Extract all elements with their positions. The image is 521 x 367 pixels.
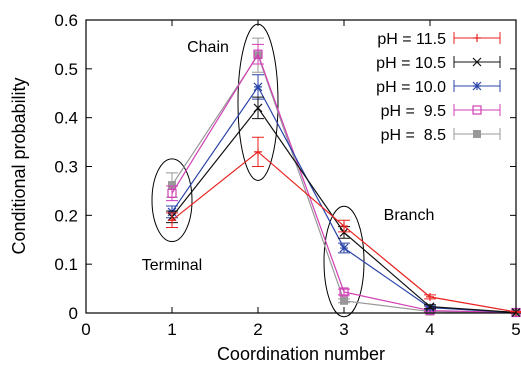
data-point bbox=[253, 103, 263, 113]
plot-frame bbox=[85, 19, 517, 314]
data-point bbox=[339, 243, 349, 253]
series-2 bbox=[166, 74, 521, 317]
legend-swatch-marker bbox=[473, 130, 481, 138]
series-line bbox=[171, 85, 517, 314]
data-point bbox=[340, 296, 348, 305]
series-3 bbox=[166, 43, 521, 318]
group-ellipse bbox=[237, 23, 279, 181]
x-tick-label: 2 bbox=[253, 320, 262, 339]
legend-swatch-marker bbox=[472, 81, 482, 91]
data-point bbox=[168, 181, 176, 190]
legend-label: pH = 9.5 bbox=[381, 103, 446, 120]
y-tick-label: 0.2 bbox=[54, 206, 78, 225]
legend-swatch-marker bbox=[472, 105, 482, 115]
annotation-chain: Chain bbox=[187, 39, 229, 56]
series-4 bbox=[166, 37, 521, 317]
y-tick-label: 0.6 bbox=[54, 11, 78, 30]
data-point bbox=[168, 216, 176, 225]
legend-label: pH = 10.5 bbox=[376, 55, 446, 72]
y-tick-label: 0 bbox=[69, 304, 78, 323]
annotation-terminal: Terminal bbox=[142, 257, 202, 274]
legend-item: pH = 10.5 bbox=[376, 55, 501, 72]
legend-item: pH = 8.5 bbox=[381, 127, 501, 144]
legend-item: pH = 10.0 bbox=[376, 79, 501, 96]
legend-item: pH = 9.5 bbox=[381, 103, 501, 120]
error-bar bbox=[166, 185, 178, 202]
series-1 bbox=[166, 96, 521, 317]
series-0 bbox=[166, 136, 521, 317]
annotation-branch: Branch bbox=[384, 207, 435, 224]
data-point bbox=[339, 287, 349, 297]
x-tick-label: 1 bbox=[167, 320, 176, 339]
x-tick-label: 3 bbox=[339, 320, 348, 339]
y-tick-label: 0.4 bbox=[54, 109, 78, 128]
y-tick-label: 0.3 bbox=[54, 158, 78, 177]
x-tick-label: 5 bbox=[511, 320, 520, 339]
data-point bbox=[253, 49, 263, 59]
data-point bbox=[254, 147, 262, 156]
annotation-layer: Terminal Chain Branch bbox=[142, 39, 435, 274]
legend-label: pH = 10.0 bbox=[376, 79, 446, 96]
data-point bbox=[253, 82, 263, 92]
data-point bbox=[167, 188, 177, 198]
ellipse-layer bbox=[151, 23, 365, 318]
data-point bbox=[426, 292, 434, 301]
data-point bbox=[340, 222, 348, 231]
legend-swatch-marker bbox=[473, 34, 481, 42]
x-tick-label: 4 bbox=[425, 320, 434, 339]
series-line bbox=[171, 52, 517, 314]
legend-swatch-line bbox=[453, 104, 501, 116]
legend: pH = 11.5 pH = 10.5 pH = 10.0 pH = 9.5 pH = … bbox=[376, 31, 501, 144]
legend-label: pH = 8.5 bbox=[381, 127, 446, 144]
group-ellipse bbox=[151, 158, 193, 243]
error-bar bbox=[252, 43, 264, 65]
y-axis-label: Conditional probability bbox=[9, 77, 29, 254]
y-tick-label: 0.5 bbox=[54, 60, 78, 79]
y-tick-label: 0.1 bbox=[54, 255, 78, 274]
legend-item: pH = 11.5 bbox=[377, 31, 501, 48]
legend-label: pH = 11.5 bbox=[377, 31, 446, 48]
legend-swatch-marker bbox=[472, 57, 482, 67]
x-axis-label: Coordination number bbox=[217, 344, 385, 364]
x-tick-label: 0 bbox=[81, 320, 90, 339]
tick-layer: 0 1 2 3 4 5 0 0.1 0.2 0.3 0.4 0.5 0.6 bbox=[54, 11, 520, 339]
data-point bbox=[425, 302, 435, 312]
series-layer bbox=[166, 37, 521, 318]
series-line bbox=[171, 53, 517, 314]
series-line bbox=[171, 106, 517, 314]
